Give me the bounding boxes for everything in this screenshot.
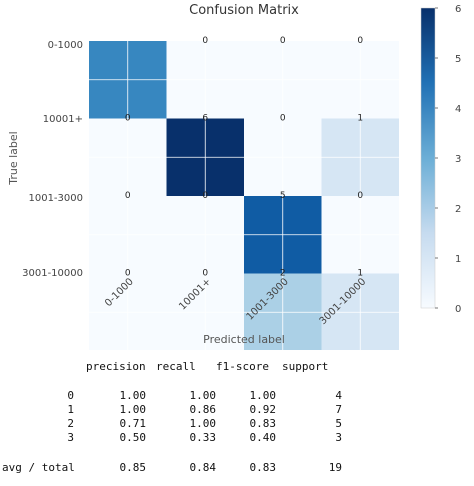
row-support: 7 — [335, 403, 342, 416]
colorbar-ticks: 0 1 2 3 4 5 6 — [435, 4, 461, 315]
chart-title: Confusion Matrix — [189, 3, 299, 18]
report-header-row: precision recall f1-score support — [0, 360, 474, 374]
row-f1-score: 0.83 — [249, 417, 277, 430]
cell-value-label: 0 — [202, 191, 208, 201]
y-axis-label: True label — [7, 131, 20, 185]
row-support: 5 — [335, 417, 342, 430]
x-axis-label: Predicted label — [203, 333, 285, 346]
row-precision: 0.71 — [119, 417, 147, 430]
y-tick-label: 10001+ — [43, 114, 83, 125]
row-f1-score: 0.92 — [249, 403, 277, 416]
cell-value-label: 1 — [357, 269, 363, 279]
report-row: 2 0.71 1.00 0.83 5 — [0, 417, 474, 431]
y-tick-label: 0-1000 — [48, 40, 83, 51]
y-tick-label: 3001-10000 — [22, 268, 83, 279]
colorbar-tick-label: 5 — [455, 54, 461, 65]
row-f1-score: 1.00 — [249, 389, 277, 402]
colorbar-tick-label: 1 — [455, 254, 461, 265]
total-f1-score: 0.83 — [249, 461, 277, 474]
row-support: 4 — [335, 389, 342, 402]
total-support: 19 — [328, 461, 342, 474]
row-recall: 1.00 — [189, 389, 217, 402]
cell-value-label: 0 — [125, 114, 131, 124]
colorbar-tick-label: 2 — [455, 204, 461, 215]
total-precision: 0.85 — [119, 461, 147, 474]
cell-value-label: 0 — [280, 36, 286, 46]
header-support: support — [282, 360, 329, 373]
header-f1-score: f1-score — [216, 360, 269, 373]
colorbar-tick-label: 6 — [455, 4, 461, 15]
cell-value-label: 0 — [280, 114, 286, 124]
cell-value-label: 1 — [357, 114, 363, 124]
row-support: 3 — [335, 431, 342, 444]
cell-value-label: 0 — [357, 191, 363, 201]
row-recall: 1.00 — [189, 417, 217, 430]
cell-value-label: 5 — [280, 191, 286, 201]
total-recall: 0.84 — [189, 461, 217, 474]
confusion-matrix-chart: Confusion Matrix 0 0 0 0 6 0 1 0 0 5 0 0 0 2 1 0-1000 1… — [7, 3, 461, 350]
cell-value-label: 6 — [202, 114, 208, 124]
row-label: 3 — [67, 431, 74, 444]
cell-value-label: 2 — [280, 269, 286, 279]
cell-value-label: 0 — [357, 36, 363, 46]
cell-value-label: 0 — [125, 269, 131, 279]
row-precision: 1.00 — [119, 403, 147, 416]
header-recall: recall — [156, 360, 196, 373]
report-row: 1 1.00 0.86 0.92 7 — [0, 403, 474, 417]
row-label: 0 — [67, 389, 74, 402]
cell-value-label: 0 — [202, 36, 208, 46]
report-row: 3 0.50 0.33 0.40 3 — [0, 431, 474, 445]
cell-value-label: 0 — [202, 269, 208, 279]
row-recall: 0.86 — [189, 403, 217, 416]
cell-value-label: 0 — [125, 191, 131, 201]
report-total-row: avg / total 0.85 0.84 0.83 19 — [0, 461, 474, 475]
row-precision: 1.00 — [119, 389, 147, 402]
header-precision: precision — [86, 360, 146, 373]
row-recall: 0.33 — [189, 431, 217, 444]
colorbar-tick-label: 3 — [455, 154, 461, 165]
heatmap-cell-labels: 0 0 0 0 6 0 1 0 0 5 0 0 0 2 1 — [125, 36, 364, 279]
row-f1-score: 0.40 — [249, 431, 277, 444]
heatmap-grid — [89, 41, 399, 350]
y-tick-label: 1001-3000 — [28, 193, 83, 204]
heatmap-cells — [89, 41, 399, 350]
row-label: 1 — [67, 403, 74, 416]
row-precision: 0.50 — [119, 431, 147, 444]
colorbar — [420, 7, 436, 309]
colorbar-tick-label: 0 — [455, 304, 461, 315]
total-label: avg / total — [2, 461, 75, 474]
colorbar-tick-label: 4 — [455, 104, 461, 115]
row-label: 2 — [67, 417, 74, 430]
report-row: 0 1.00 1.00 1.00 4 — [0, 389, 474, 403]
y-tick-labels: 0-1000 10001+ 1001-3000 3001-10000 — [22, 40, 83, 279]
